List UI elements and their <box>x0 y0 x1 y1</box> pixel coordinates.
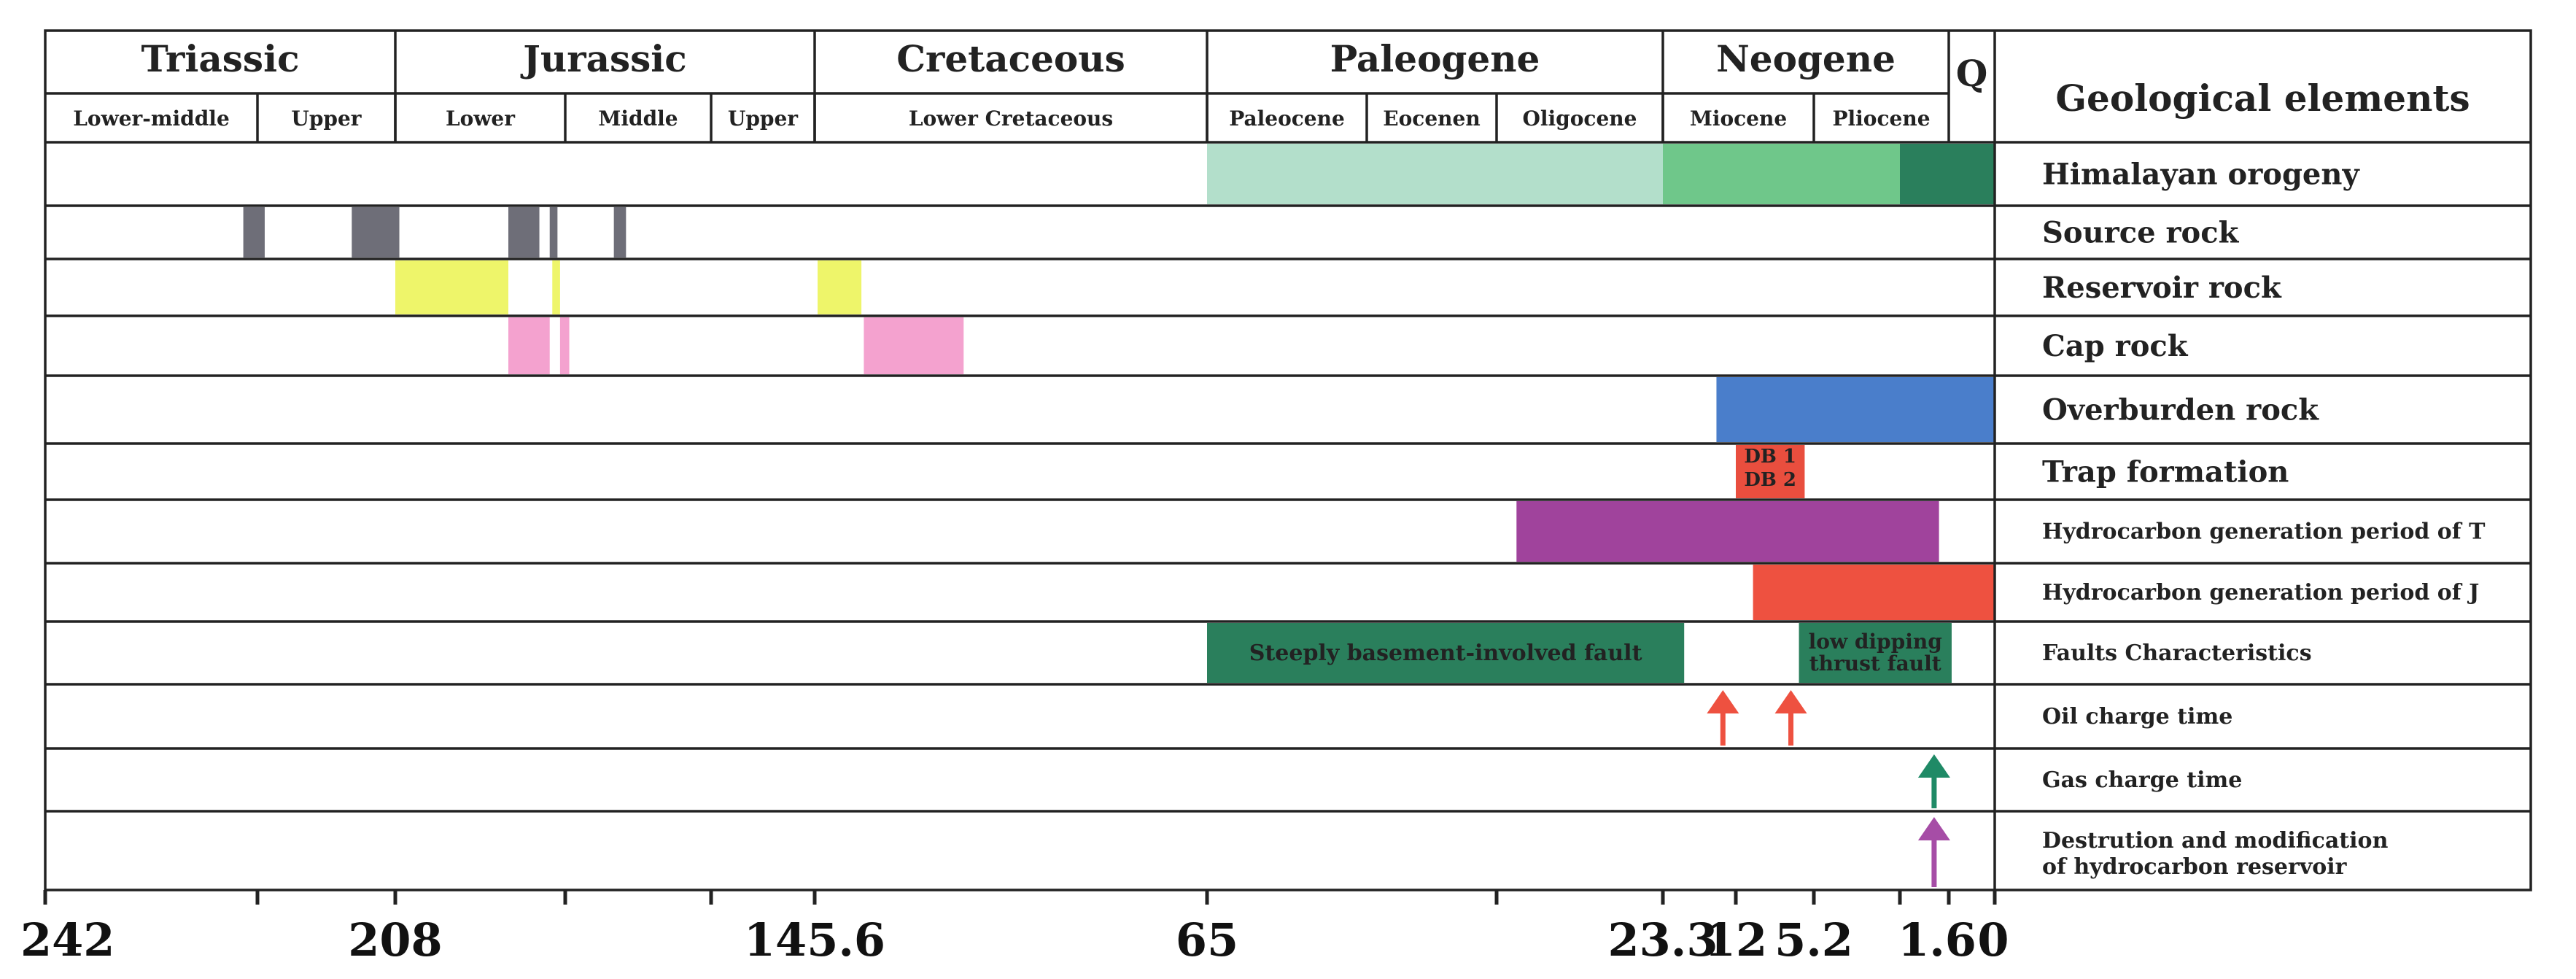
element-label-9: Oil charge time <box>2042 704 2232 730</box>
element-label-8: Faults Characteristics <box>2042 641 2312 666</box>
period-label-3: Paleogene <box>1330 37 1540 80</box>
bar-text-8-0: Steeply basement-involved fault <box>1249 641 1642 666</box>
period-label-2: Cretaceous <box>896 37 1125 80</box>
trap-label-1: DB 2 <box>1744 469 1796 491</box>
axis-label-7: 1.6 <box>1898 913 1976 967</box>
element-label-7: Hydrocarbon generation period of J <box>2042 580 2479 605</box>
axis-label-8: 0 <box>1977 913 2009 967</box>
epoch-label-6: Paleocene <box>1229 107 1345 131</box>
epoch-label-10: Pliocene <box>1832 107 1930 131</box>
axis-label-4: 23.3 <box>1607 913 1718 967</box>
axis-label-0: 242 <box>20 913 115 967</box>
bar-text-8-1-1: thrust fault <box>1809 651 1941 676</box>
event-bar-2-2 <box>818 260 862 314</box>
element-label-10: Gas charge time <box>2042 767 2242 793</box>
epoch-label-4: Upper <box>728 107 799 131</box>
event-bar-8-0 <box>1207 623 1685 683</box>
epoch-label-9: Miocene <box>1690 107 1787 131</box>
period-label-4: Neogene <box>1716 37 1896 80</box>
event-bar-1-4 <box>613 207 626 258</box>
event-bar-1-3 <box>549 207 558 258</box>
period-label-5: Q <box>1956 52 1988 95</box>
element-label-3: Cap rock <box>2042 329 2189 363</box>
bar-text-8-1-0: low dipping <box>1809 630 1942 654</box>
epoch-label-1: Upper <box>291 107 362 131</box>
axis-label-6: 5.2 <box>1774 913 1853 967</box>
event-bar-0-1 <box>1663 144 1900 204</box>
event-bar-3-0 <box>508 317 550 374</box>
element-label-2: Reservoir rock <box>2042 271 2282 305</box>
event-bar-8-1 <box>1799 623 1952 683</box>
event-bar-6-0 <box>1516 501 1939 562</box>
event-bar-2-1 <box>552 260 560 314</box>
event-bar-3-2 <box>864 317 964 374</box>
event-bar-2-0 <box>395 260 508 314</box>
arrow-head-9-0 <box>1707 690 1739 713</box>
element-label-1: Source rock <box>2042 216 2240 250</box>
axis-label-5: 12 <box>1704 913 1767 967</box>
element-label-11-0: Destrution and modification <box>2042 828 2389 854</box>
chart-frame <box>44 29 2532 891</box>
element-label-0: Himalayan orogeny <box>2042 158 2360 192</box>
element-label-6: Hydrocarbon generation period of T <box>2042 519 2486 545</box>
event-bar-3-1 <box>559 317 570 374</box>
event-bar-1-2 <box>508 207 540 258</box>
event-bar-1-0 <box>243 207 265 258</box>
element-label-11-1: of hydrocarbon reservoir <box>2042 854 2348 880</box>
arrow-head-9-1 <box>1774 690 1807 713</box>
elements-header: Geological elements <box>2055 77 2470 120</box>
period-label-1: Jurassic <box>520 37 687 80</box>
epoch-label-8: Oligocene <box>1523 107 1637 131</box>
element-label-4: Overburden rock <box>2042 393 2319 427</box>
event-bar-7-0 <box>1753 565 1995 620</box>
axis-label-1: 208 <box>348 913 442 967</box>
event-bar-0-2 <box>1900 144 1995 204</box>
epoch-label-2: Lower <box>446 107 516 131</box>
epoch-label-3: Middle <box>598 107 678 131</box>
event-bar-5-0 <box>1736 445 1805 498</box>
arrow-head-11-0 <box>1917 817 1950 840</box>
period-label-0: Triassic <box>141 37 299 80</box>
event-bar-1-1 <box>352 207 400 258</box>
trap-label-0: DB 1 <box>1744 446 1796 468</box>
epoch-label-0: Lower-middle <box>73 107 230 131</box>
axis-label-3: 65 <box>1176 913 1238 967</box>
event-bar-4-0 <box>1716 377 1995 442</box>
event-bar-0-0 <box>1207 144 1663 204</box>
epoch-label-7: Eocenen <box>1383 107 1480 131</box>
epoch-label-5: Lower Cretaceous <box>909 107 1113 131</box>
axis-label-2: 145.6 <box>744 913 885 967</box>
element-label-5: Trap formation <box>2042 455 2289 490</box>
arrow-head-10-0 <box>1917 754 1950 778</box>
